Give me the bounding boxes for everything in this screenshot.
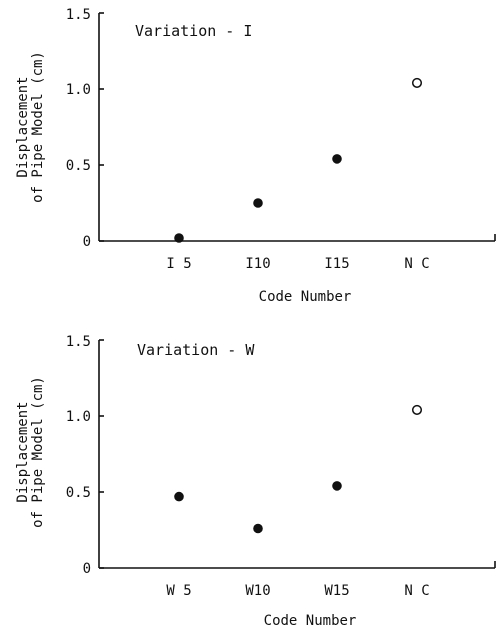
- data-points: [174, 77, 423, 243]
- y-tick-label: 0.5: [66, 485, 91, 501]
- y-axis-label-line-2: of Pipe Model (cm): [30, 376, 46, 528]
- data-points: [174, 404, 423, 534]
- chart-title: Variation - W: [137, 341, 255, 359]
- x-ticks: I 5 I10 I15 N C: [166, 256, 429, 272]
- y-tick-label: 1.5: [66, 7, 91, 23]
- data-point: [332, 481, 342, 491]
- y-tick-label: 1.5: [66, 334, 91, 350]
- data-point-open: [411, 404, 423, 415]
- y-ticks: 0 0.5 1.0 1.5: [66, 7, 104, 250]
- y-axis-label-line-1: Displacement: [15, 76, 31, 177]
- y-axis-label: Displacement of Pipe Model (cm): [15, 51, 46, 203]
- x-tick-label: W 5: [166, 583, 191, 599]
- x-tick-label: I10: [245, 256, 270, 272]
- data-point: [253, 198, 263, 208]
- y-tick-label: 0: [83, 561, 91, 577]
- data-point: [253, 523, 263, 534]
- y-tick-label: 1.0: [66, 82, 91, 98]
- data-point-open: [411, 77, 423, 88]
- data-point: [174, 233, 184, 243]
- x-tick-label: I15: [324, 256, 349, 272]
- y-axis-label: Displacement of Pipe Model (cm): [15, 376, 46, 528]
- data-point: [332, 154, 342, 164]
- y-tick-label: 0.5: [66, 158, 91, 174]
- x-axis-label: Code Number: [264, 613, 357, 629]
- x-tick-label: W15: [324, 583, 349, 599]
- chart-variation-i: Variation - I Displacement of Pipe Model…: [15, 7, 496, 305]
- x-tick-label: N C: [404, 256, 429, 272]
- x-tick-label: W10: [245, 583, 270, 599]
- data-point: [174, 491, 184, 502]
- y-axis-label-line-1: Displacement: [15, 401, 31, 502]
- x-tick-label: N C: [404, 583, 429, 599]
- x-ticks: W 5 W10 W15 N C: [166, 583, 429, 599]
- chart-title: Variation - I: [135, 22, 252, 40]
- x-tick-label: I 5: [166, 256, 191, 272]
- y-tick-label: 0: [83, 234, 91, 250]
- y-axis-label-line-2: of Pipe Model (cm): [30, 51, 46, 203]
- y-ticks: 0 0.5 1.0 1.5: [66, 334, 104, 577]
- x-axis-label: Code Number: [259, 289, 352, 305]
- chart-variation-w: Variation - W Displacement of Pipe Model…: [15, 334, 496, 629]
- y-tick-label: 1.0: [66, 409, 91, 425]
